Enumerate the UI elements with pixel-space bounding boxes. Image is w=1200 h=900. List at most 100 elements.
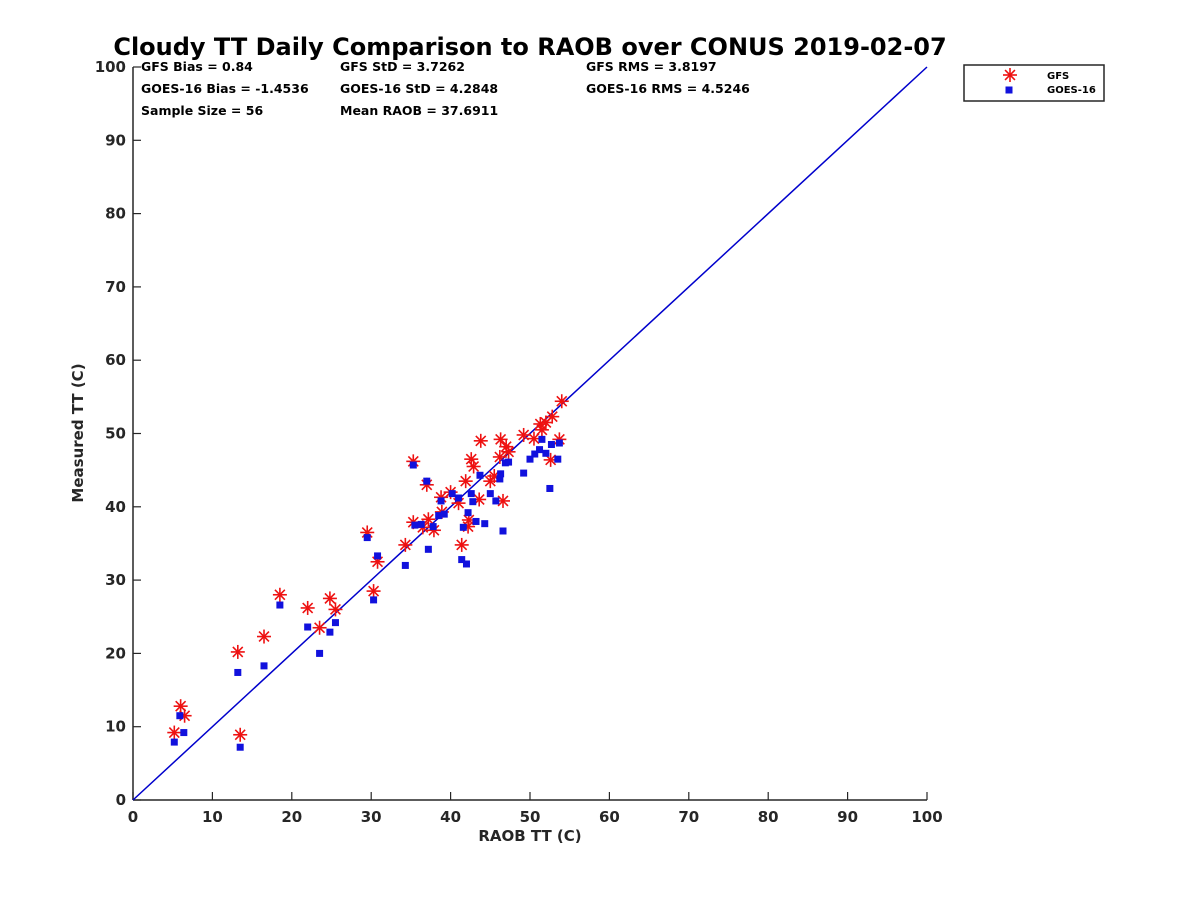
goes16-point <box>429 523 437 531</box>
gfs-point <box>230 644 245 659</box>
goes16-point <box>526 455 534 463</box>
y-tick-label: 10 <box>105 718 126 736</box>
goes16-point <box>401 561 409 569</box>
y-tick-label: 0 <box>116 791 126 809</box>
x-axis-label: RAOB TT (C) <box>478 827 581 845</box>
gfs-point <box>257 629 272 644</box>
y-tick-label: 80 <box>105 205 126 223</box>
stat-gfs-bias: GFS Bias = 0.84 <box>141 59 253 74</box>
one-to-one-line <box>132 66 928 801</box>
goes16-point <box>176 712 184 720</box>
gfs-point <box>545 409 560 424</box>
goes16-point <box>437 497 445 505</box>
goes16-point <box>531 450 539 458</box>
legend-box <box>963 64 1105 102</box>
goes16-point <box>499 527 507 535</box>
goes16-point <box>331 619 339 627</box>
legend-label-goes16: GOES-16 <box>1047 85 1096 96</box>
gfs-point <box>366 584 381 599</box>
goes16-point <box>411 521 419 529</box>
y-tick-label: 20 <box>105 644 126 662</box>
x-tick-label: 90 <box>837 808 858 826</box>
goes16-point <box>409 461 417 469</box>
legend-goes16-marker <box>1005 86 1013 94</box>
goes16-point <box>374 552 382 560</box>
goes16-point <box>555 439 563 447</box>
x-tick-label: 10 <box>202 808 223 826</box>
goes16-point <box>180 729 188 737</box>
plot-area <box>132 66 928 801</box>
goes16-point <box>554 455 562 463</box>
gfs-point <box>300 600 315 615</box>
gfs-point <box>398 537 413 552</box>
gfs-point <box>473 433 488 448</box>
y-tick-label: 30 <box>105 571 126 589</box>
x-tick-label: 30 <box>361 808 382 826</box>
gfs-point <box>233 727 248 742</box>
gfs-point <box>328 602 343 617</box>
stat-gfs-std: GFS StD = 3.7262 <box>340 59 465 74</box>
goes16-point <box>455 494 463 502</box>
stat-goes-rms: GOES-16 RMS = 4.5246 <box>586 81 750 96</box>
goes16-point <box>423 477 431 485</box>
goes16-point <box>497 470 505 478</box>
y-tick-label: 70 <box>105 278 126 296</box>
goes16-point <box>469 498 477 506</box>
goes16-point <box>458 556 466 564</box>
x-tick-label: 20 <box>281 808 302 826</box>
x-tick-label: 50 <box>520 808 541 826</box>
goes16-point <box>542 449 550 457</box>
gfs-point <box>526 431 541 446</box>
gfs-point <box>167 725 182 740</box>
goes16-point <box>326 628 334 636</box>
x-tick-label: 80 <box>758 808 779 826</box>
goes16-point <box>234 668 242 676</box>
gfs-point <box>272 587 287 602</box>
stat-mean-raob: Mean RAOB = 37.6911 <box>340 103 498 118</box>
goes16-point <box>316 649 324 657</box>
gfs-point <box>534 422 549 437</box>
goes16-point <box>440 510 448 518</box>
goes16-point <box>462 560 470 568</box>
goes16-point <box>304 623 312 631</box>
gfs-point <box>501 444 516 459</box>
gfs-point <box>454 537 469 552</box>
legend-gfs-symbol <box>1003 68 1017 82</box>
gfs-point <box>322 591 337 606</box>
gfs-point <box>312 620 327 635</box>
x-tick-label: 70 <box>678 808 699 826</box>
goes16-point <box>276 601 284 609</box>
y-axis-label: Measured TT (C) <box>69 363 87 502</box>
gfs-point <box>493 432 508 447</box>
goes16-point <box>370 596 378 604</box>
axes: 0 10 20 30 40 50 60 70 80 90 100 0 10 20 30 40 50 60 70 80 9… <box>95 58 943 826</box>
gfs-point <box>554 394 569 409</box>
goes16-point <box>472 517 480 525</box>
goes16-point <box>448 490 456 498</box>
goes16-point <box>505 458 513 466</box>
y-tick-label: 60 <box>105 351 126 369</box>
x-tick-label: 100 <box>911 808 942 826</box>
y-tick-label: 50 <box>105 425 126 443</box>
x-tick-label: 40 <box>440 808 461 826</box>
stat-goes-bias: GOES-16 Bias = -1.4536 <box>141 81 309 96</box>
goes16-point <box>435 512 443 520</box>
goes16-point <box>492 497 500 505</box>
y-tick-label: 100 <box>95 58 126 76</box>
stat-sample-size: Sample Size = 56 <box>141 103 263 118</box>
goes16-point <box>520 469 528 477</box>
goes16-point <box>464 509 472 517</box>
goes16-point <box>467 490 475 498</box>
goes16-point <box>496 475 504 483</box>
goes16-point <box>236 743 244 751</box>
gfs-point <box>516 427 531 442</box>
stat-goes-std: GOES-16 StD = 4.2848 <box>340 81 498 96</box>
goes16-point <box>486 490 494 498</box>
goes16-point <box>424 545 432 553</box>
y-tick-label: 90 <box>105 131 126 149</box>
legend: GFS GOES-16 <box>963 64 1105 102</box>
x-tick-label: 60 <box>599 808 620 826</box>
chart-title: Cloudy TT Daily Comparison to RAOB over … <box>113 33 946 61</box>
